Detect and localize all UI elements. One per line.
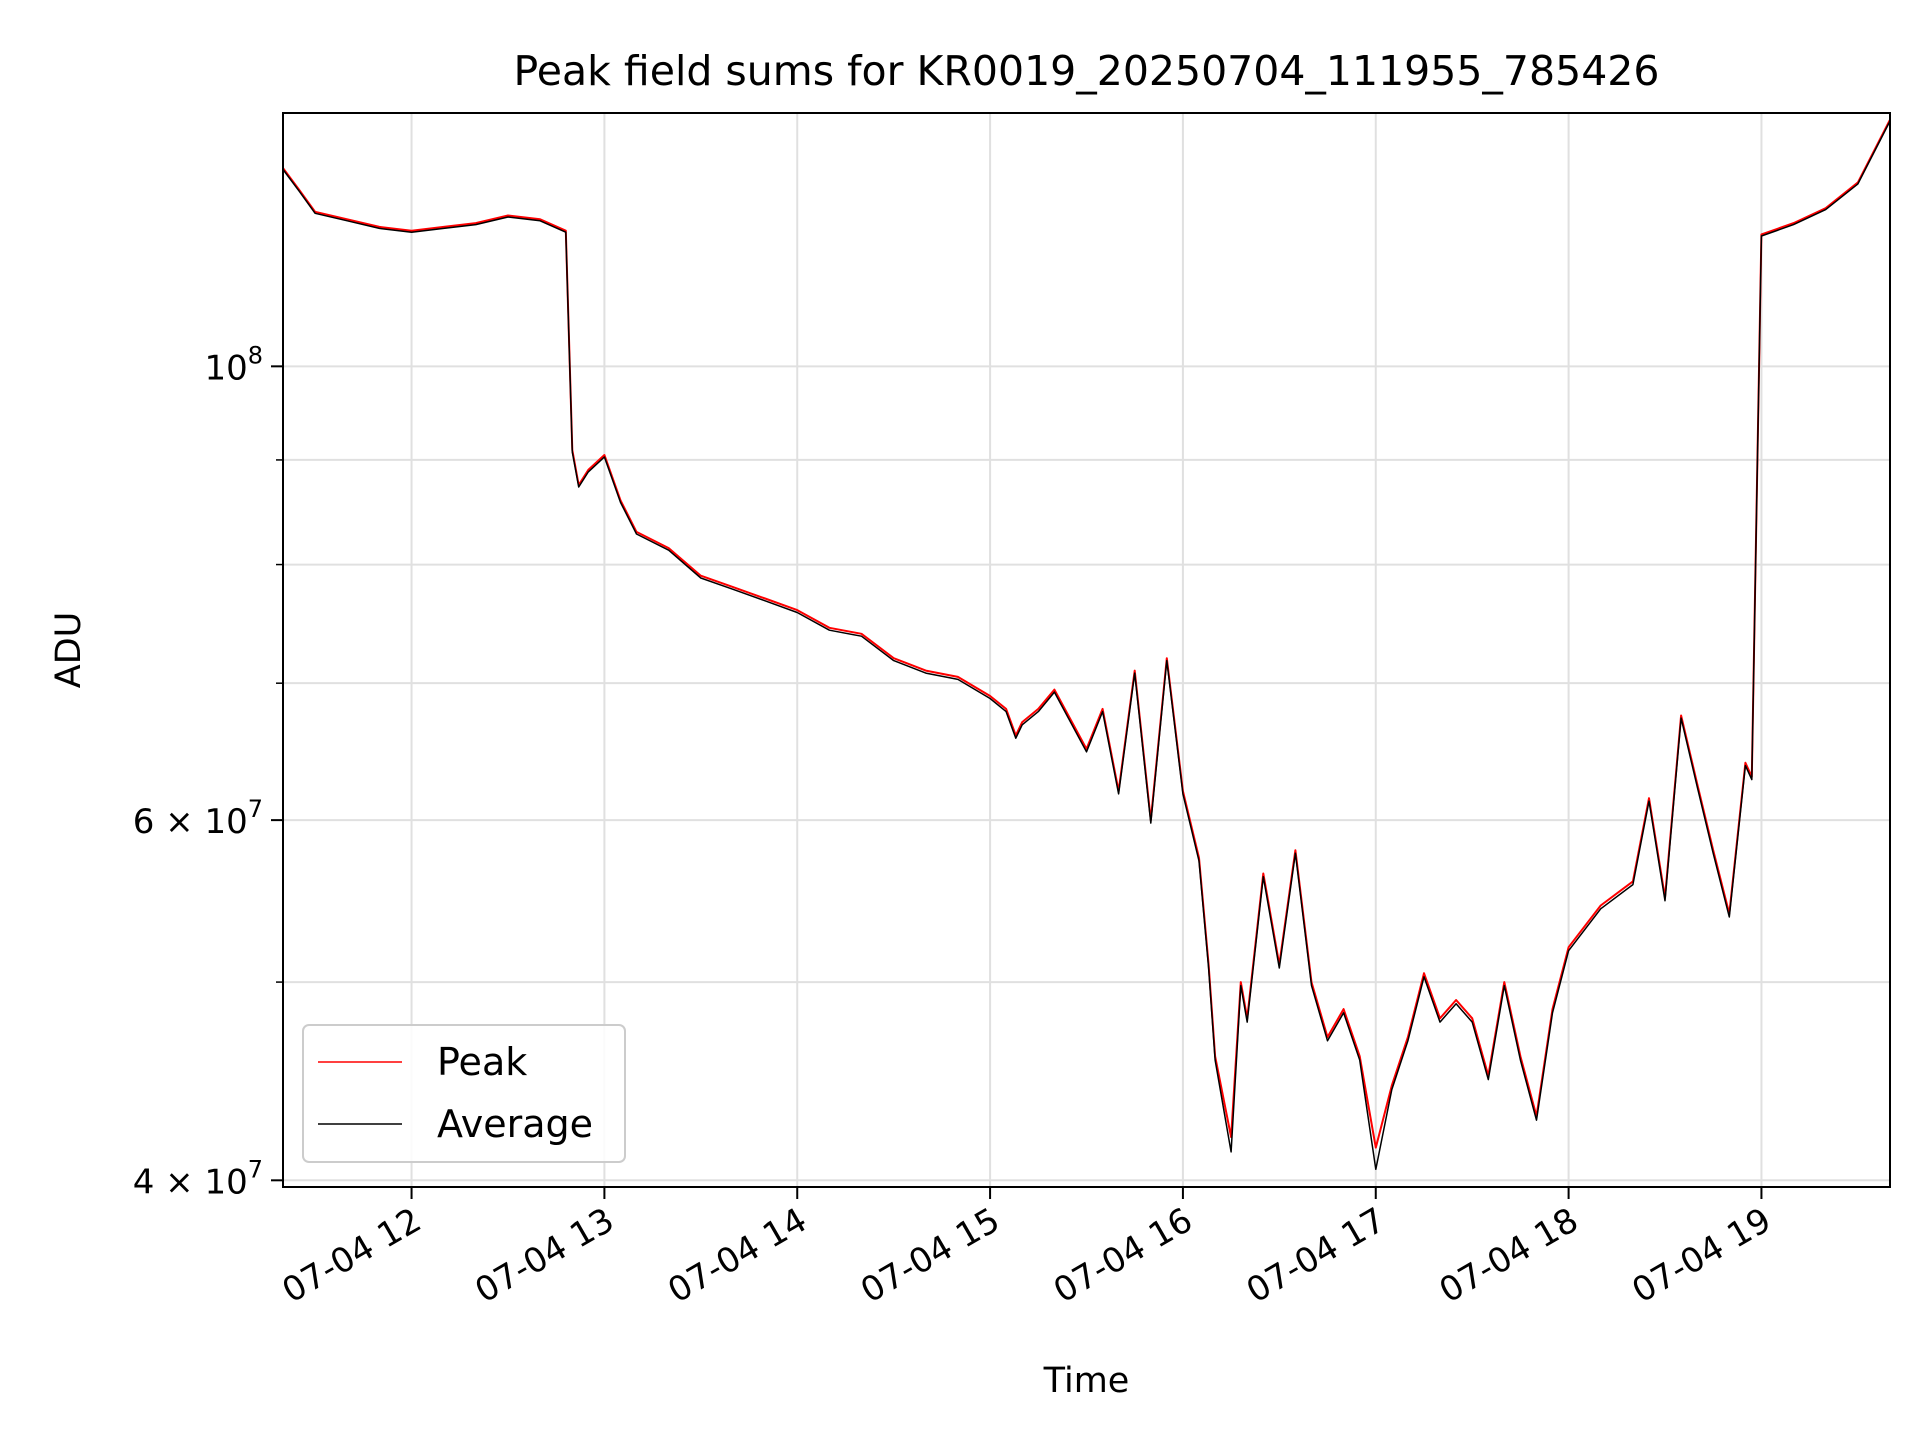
series-layer [282, 119, 1891, 1171]
y-tick-label: 6 × 107 [133, 795, 263, 842]
y-axis-label: ADU [49, 612, 89, 689]
legend-label-peak: Peak [437, 1040, 527, 1084]
grid [283, 113, 1890, 1187]
legend-box [302, 1024, 626, 1163]
series-line-average [282, 120, 1891, 1171]
legend: Peak Average [302, 1024, 626, 1163]
y-tick-label: 4 × 107 [133, 1155, 263, 1202]
chart-title: Peak field sums for KR0019_20250704_1119… [514, 47, 1660, 95]
legend-label-average: Average [437, 1102, 593, 1146]
y-tick-label: 108 [204, 341, 263, 388]
x-axis-label: Time [1043, 1361, 1130, 1401]
plot-frame [282, 112, 1891, 1188]
